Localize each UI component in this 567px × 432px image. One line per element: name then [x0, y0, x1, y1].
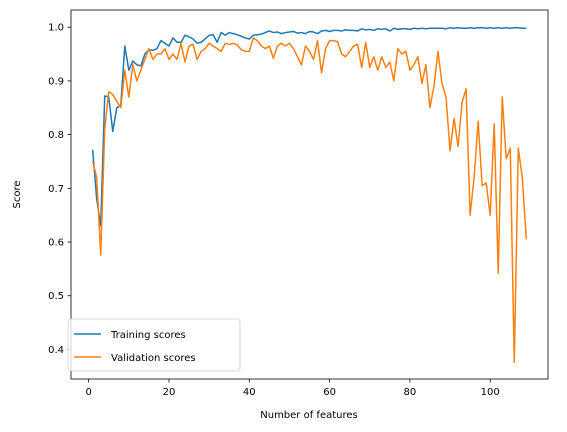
x-tick-label: 0	[85, 387, 91, 398]
y-tick-label: 1.0	[48, 23, 64, 34]
y-tick-label: 0.6	[48, 238, 64, 249]
y-tick-label: 0.5	[48, 291, 64, 302]
y-tick-label: 0.7	[48, 184, 64, 195]
y-axis-ticks: 0.4 0.5 0.6 0.7 0.8 0.9 1.0	[48, 23, 71, 356]
plot-background	[71, 10, 548, 379]
x-tick-label: 100	[481, 387, 500, 398]
plot-frame	[70, 9, 549, 380]
legend-label-training: Training scores	[110, 330, 186, 341]
y-tick-label: 0.9	[48, 76, 64, 87]
series-line-1	[91, 37, 528, 364]
x-tick-label: 60	[323, 387, 336, 398]
x-axis-ticks: 0 20 40 60 80 100	[85, 379, 500, 398]
x-tick-label: 20	[163, 387, 176, 398]
plot-area	[70, 9, 549, 380]
legend-label-validation: Validation scores	[111, 353, 196, 364]
legend: Training scores Validation scores	[67, 318, 241, 372]
y-tick-label: 0.4	[48, 345, 64, 356]
y-axis-label: Score	[12, 180, 23, 208]
x-axis-label: Number of features	[260, 410, 357, 421]
series-line-0	[91, 26, 527, 227]
x-tick-label: 40	[243, 387, 256, 398]
x-tick-label: 80	[404, 387, 417, 398]
legend-box	[67, 318, 241, 372]
series-lines	[91, 26, 528, 364]
y-tick-label: 0.8	[48, 130, 64, 141]
